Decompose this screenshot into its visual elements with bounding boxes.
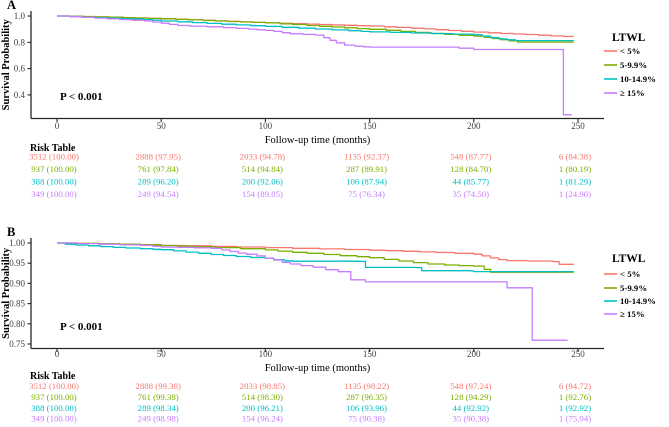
risk-cell-ge-15pct-t250: 1 (24.90) [559,189,591,199]
risk-table-title: Risk Table [30,143,76,154]
risk-cell-ge-15pct-t150: 75 (90.38) [348,414,385,424]
risk-cell-ge-15pct-t150: 75 (76.34) [348,189,385,199]
legend-label-ge-15pct: ≥ 15% [620,309,645,319]
risk-cell-ge-15pct-t0: 349 (100.00) [31,189,77,199]
y-tick-label: 1.0 [14,11,26,21]
risk-cell-ge-15pct-t250: 1 (75.94) [559,414,591,424]
risk-cell-10-14.9pct-t100: 200 (92.06) [242,177,283,187]
p-value-annotation: P < 0.001 [60,321,103,333]
risk-cell-ge-15pct-t200: 35 (74.50) [452,189,489,199]
legend-label-lt-5pct: < 5% [620,269,640,279]
risk-cell-ge-15pct-t0: 349 (100.00) [31,414,77,424]
legend-label-5-9.9pct: 5-9.9% [620,283,647,293]
y-tick-label: 0.80 [9,319,25,329]
x-axis-title: Follow-up time (months) [265,363,371,374]
y-tick-label: 0.95 [9,258,25,268]
risk-cell-ge-15pct-t50: 249 (98.98) [138,414,179,424]
risk-cell-5-9.9pct-t50: 761 (97.84) [138,164,179,174]
risk-cell-5-9.9pct-t0: 937 (100.00) [31,392,77,402]
x-tick-label: 100 [259,349,273,359]
risk-cell-lt-5pct-t100: 2033 (98.85) [240,381,286,391]
y-axis-title: Survival Probability [1,18,12,110]
x-tick-label: 250 [571,349,585,359]
legend-label-lt-5pct: < 5% [620,46,640,56]
risk-cell-5-9.9pct-t100: 514 (94.84) [242,164,283,174]
legend-label-10-14.9pct: 10-14.9% [620,296,656,306]
risk-cell-lt-5pct-t50: 2888 (99.38) [135,381,181,391]
legend-label-5-9.9pct: 5-9.9% [620,60,647,70]
x-axis-title: Follow-up time (months) [265,135,371,146]
risk-cell-ge-15pct-t200: 35 (90.38) [452,414,489,424]
risk-cell-10-14.9pct-t0: 388 (100.00) [31,177,77,187]
panel-a-chart: A 0 50 100 150 200 250 1.0 0.8 0.6 0.4 Follow-up ti… [1,0,656,199]
risk-cell-10-14.9pct-t250: 1 (92.92) [559,403,591,413]
risk-cell-ge-15pct-t100: 154 (89.05) [242,189,283,199]
risk-cell-10-14.9pct-t50: 289 (96.20) [138,177,179,187]
x-tick-label: 150 [363,349,377,359]
risk-cell-10-14.9pct-t150: 106 (93.96) [346,403,387,413]
risk-cell-lt-5pct-t200: 548 (97.24) [450,381,491,391]
risk-cell-5-9.9pct-t100: 514 (98.30) [242,392,283,402]
risk-cell-10-14.9pct-t100: 200 (96.21) [242,403,283,413]
x-tick-label: 200 [467,349,481,359]
risk-cell-lt-5pct-t150: 1135 (92.37) [344,152,389,162]
risk-table-title: Risk Table [30,371,76,382]
survival-curve-10-14.9pct [57,15,574,42]
x-tick-label: 50 [157,349,167,359]
risk-cell-10-14.9pct-t200: 44 (85.77) [452,177,489,187]
risk-cell-lt-5pct-t200: 548 (87.77) [450,152,491,162]
risk-cell-lt-5pct-t250: 6 (84.38) [559,152,591,162]
survival-curve-10-14.9pct [57,242,574,273]
survival-curve-ge-15pct [57,242,568,341]
risk-cell-5-9.9pct-t250: 1 (80.19) [559,164,591,174]
risk-cell-lt-5pct-t100: 2033 (94.78) [240,152,286,162]
y-tick-label: 1.00 [9,238,25,248]
risk-cell-ge-15pct-t100: 154 (96.24) [242,414,283,424]
y-axis-title: Survival Probability [1,247,12,339]
survival-curve-5-9.9pct [57,15,574,43]
panel-label: A [7,0,16,12]
x-tick-label: 250 [571,121,585,131]
legend-label-ge-15pct: ≥ 15% [620,88,645,98]
risk-cell-ge-15pct-t50: 249 (94.54) [138,189,179,199]
risk-cell-10-14.9pct-t0: 388 (100.00) [31,403,77,413]
risk-cell-5-9.9pct-t250: 1 (92.76) [559,392,591,402]
risk-cell-10-14.9pct-t200: 44 (92.92) [452,403,489,413]
y-tick-label: 0.6 [14,64,26,74]
panel-label: B [7,225,15,239]
y-tick-label: 0.8 [14,37,26,47]
x-tick-label: 0 [55,121,60,131]
risk-cell-lt-5pct-t50: 2888 (97.95) [135,152,181,162]
x-tick-label: 200 [467,121,481,131]
survival-curve-5-9.9pct [57,242,574,273]
risk-cell-5-9.9pct-t50: 761 (99.38) [138,392,179,402]
x-tick-label: 0 [55,349,60,359]
risk-cell-5-9.9pct-t0: 937 (100.00) [31,164,77,174]
x-tick-label: 50 [157,121,167,131]
legend-title: LTWL [612,253,646,265]
risk-cell-10-14.9pct-t50: 289 (98.34) [138,403,179,413]
legend-title: LTWL [612,32,646,44]
survival-curve-ge-15pct [57,15,572,116]
risk-cell-lt-5pct-t150: 1135 (98.22) [344,381,389,391]
panel-b-chart: B 0 50 100 150 200 250 1.00 0.95 0.90 0.85 0.80 0.75… [1,225,656,424]
legend-label-10-14.9pct: 10-14.9% [620,74,656,84]
risk-cell-lt-5pct-t250: 6 (94.72) [559,381,591,391]
risk-cell-lt-5pct-t0: 3512 (100.00) [29,152,79,162]
risk-cell-5-9.9pct-t150: 287 (96.35) [346,392,387,402]
risk-cell-5-9.9pct-t150: 287 (89.91) [346,164,387,174]
risk-cell-10-14.9pct-t150: 106 (87.94) [346,177,387,187]
y-tick-label: 0.85 [9,299,25,309]
x-tick-label: 150 [363,121,377,131]
y-tick-label: 0.90 [9,278,25,288]
y-tick-label: 0.75 [9,339,25,349]
risk-cell-5-9.9pct-t200: 128 (84.70) [450,164,491,174]
risk-cell-10-14.9pct-t250: 1 (81.29) [559,177,591,187]
p-value-annotation: P < 0.001 [60,91,103,103]
risk-cell-lt-5pct-t0: 3512 (100.00) [29,381,79,391]
x-tick-label: 100 [259,121,273,131]
y-tick-label: 0.4 [14,90,26,100]
risk-cell-5-9.9pct-t200: 128 (94.29) [450,392,491,402]
